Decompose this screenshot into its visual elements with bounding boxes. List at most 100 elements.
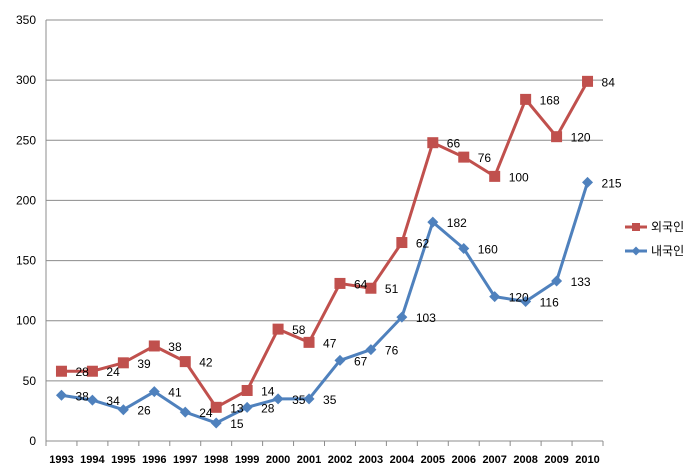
data-label: 15 bbox=[230, 417, 244, 431]
y-tick-label: 50 bbox=[23, 374, 37, 388]
data-point bbox=[241, 384, 253, 396]
data-label: 62 bbox=[416, 237, 430, 251]
data-point bbox=[117, 357, 129, 369]
legend-marker bbox=[632, 223, 640, 231]
data-label: 42 bbox=[199, 356, 213, 370]
data-point bbox=[396, 237, 408, 249]
data-point bbox=[179, 406, 191, 418]
data-point bbox=[334, 354, 346, 366]
data-label: 100 bbox=[509, 170, 529, 184]
x-tick-label: 1995 bbox=[111, 454, 135, 466]
data-label: 103 bbox=[416, 311, 436, 325]
data-label: 24 bbox=[199, 406, 213, 420]
data-point bbox=[334, 277, 346, 289]
data-point bbox=[86, 394, 98, 406]
data-label: 38 bbox=[75, 389, 89, 403]
data-label: 34 bbox=[106, 394, 120, 408]
data-label: 41 bbox=[168, 386, 182, 400]
x-tick-label: 2008 bbox=[513, 454, 537, 466]
data-label: 120 bbox=[571, 131, 591, 145]
data-label: 35 bbox=[292, 393, 306, 407]
y-axis: 0 50 100 150 200 250 300 350 bbox=[16, 13, 603, 448]
data-point bbox=[458, 243, 470, 255]
data-label: 64 bbox=[354, 277, 368, 291]
legend-label: 내국인 bbox=[651, 244, 684, 258]
y-tick-label: 300 bbox=[16, 73, 36, 87]
series-line-nationals bbox=[61, 181, 589, 425]
data-point bbox=[86, 365, 98, 377]
data-label: 168 bbox=[540, 93, 560, 107]
y-tick-label: 100 bbox=[16, 314, 36, 328]
x-tick-label: 2003 bbox=[359, 454, 383, 466]
data-label: 215 bbox=[602, 176, 622, 190]
data-label: 76 bbox=[385, 344, 399, 358]
data-point bbox=[148, 340, 160, 352]
y-tick-label: 350 bbox=[16, 13, 36, 27]
x-tick-label: 1996 bbox=[142, 454, 166, 466]
data-point bbox=[489, 291, 501, 303]
data-point bbox=[241, 401, 253, 413]
data-point bbox=[582, 75, 594, 87]
data-point bbox=[582, 176, 594, 188]
data-point bbox=[148, 386, 160, 398]
x-tick-label: 2004 bbox=[390, 454, 415, 466]
data-label: 67 bbox=[354, 354, 368, 368]
data-label: 35 bbox=[323, 393, 337, 407]
data-point bbox=[210, 417, 222, 429]
x-tick-label: 2000 bbox=[266, 454, 290, 466]
x-tick-label: 2007 bbox=[482, 454, 506, 466]
data-label: 182 bbox=[447, 216, 467, 230]
y-tick-label: 200 bbox=[16, 193, 36, 207]
data-point bbox=[210, 401, 222, 413]
x-axis: 1993 1994 1995 1996 1997 1998 1999 2000 2001 2002… bbox=[45, 441, 604, 466]
data-label: 28 bbox=[75, 365, 89, 379]
data-point bbox=[365, 282, 377, 294]
data-point bbox=[117, 404, 129, 416]
data-point bbox=[396, 311, 408, 323]
x-tick-label: 2009 bbox=[544, 454, 568, 466]
data-label: 24 bbox=[106, 365, 120, 379]
data-label: 76 bbox=[478, 151, 492, 165]
data-label: 120 bbox=[509, 291, 529, 305]
data-point bbox=[303, 393, 315, 405]
legend-marker bbox=[631, 246, 641, 256]
series-group bbox=[55, 75, 594, 429]
data-label: 26 bbox=[137, 404, 151, 418]
data-label: 58 bbox=[292, 323, 306, 337]
x-tick-label: 2001 bbox=[297, 454, 321, 466]
data-point bbox=[427, 216, 439, 228]
x-tick-label: 1993 bbox=[49, 454, 73, 466]
y-tick-label: 0 bbox=[29, 434, 36, 448]
data-point bbox=[427, 137, 439, 149]
gridlines bbox=[46, 19, 603, 382]
data-label: 51 bbox=[385, 282, 399, 296]
data-label: 38 bbox=[168, 340, 182, 354]
data-label: 116 bbox=[540, 295, 559, 309]
data-point bbox=[551, 275, 563, 287]
y-tick-label: 250 bbox=[16, 133, 36, 147]
data-label: 133 bbox=[571, 275, 591, 289]
data-point bbox=[272, 323, 284, 335]
data-point bbox=[303, 336, 315, 348]
data-point bbox=[365, 344, 377, 356]
data-point bbox=[179, 356, 191, 368]
x-tick-label: 2005 bbox=[421, 454, 445, 466]
x-tick-label: 1997 bbox=[173, 454, 197, 466]
data-point bbox=[272, 393, 284, 405]
legend-label: 외국인 bbox=[651, 220, 684, 234]
x-tick-label: 2002 bbox=[328, 454, 352, 466]
data-point bbox=[551, 131, 563, 143]
x-tick-label: 2006 bbox=[452, 454, 476, 466]
data-point bbox=[520, 93, 532, 105]
data-label: 28 bbox=[261, 401, 275, 415]
data-label: 66 bbox=[447, 137, 461, 151]
data-point bbox=[55, 389, 67, 401]
data-point bbox=[458, 151, 470, 163]
x-tick-label: 1999 bbox=[235, 454, 259, 466]
y-tick-label: 150 bbox=[16, 254, 36, 268]
x-tick-label: 2010 bbox=[575, 454, 599, 466]
data-label: 39 bbox=[137, 357, 151, 371]
